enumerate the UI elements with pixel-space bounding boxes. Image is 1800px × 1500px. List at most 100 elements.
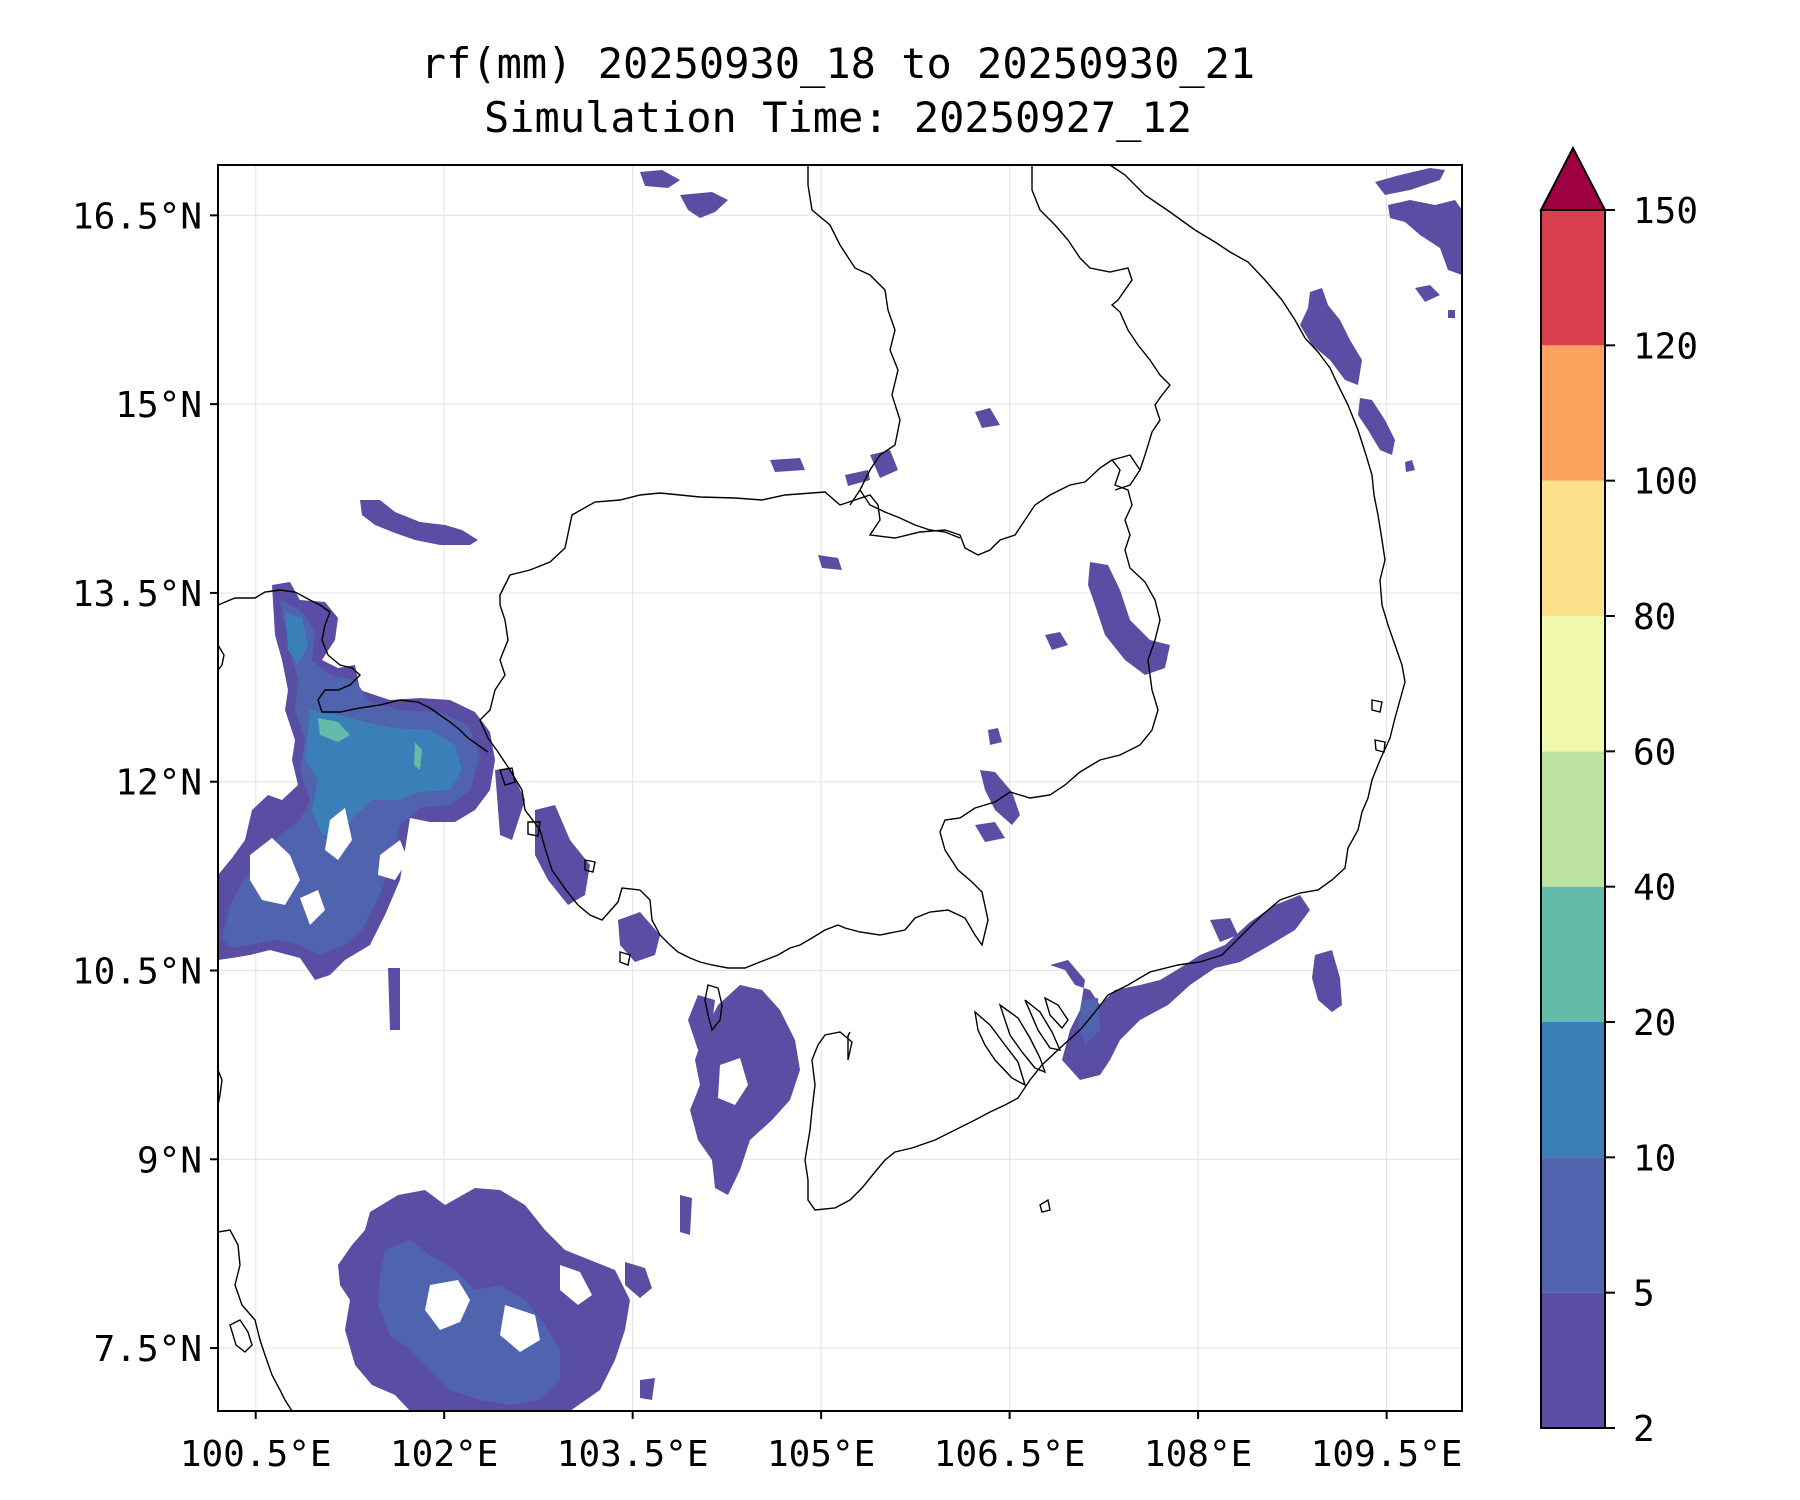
rainfall-area-2-5mm xyxy=(618,912,660,962)
thailand-coastline xyxy=(218,589,489,753)
cambodia-border xyxy=(479,459,1161,969)
coastal-island xyxy=(619,951,631,966)
rainfall-area-2-5mm xyxy=(388,968,400,1030)
colorbar-segment xyxy=(1541,751,1605,887)
rainfall-area-20-40mm xyxy=(414,742,422,770)
map-frame xyxy=(217,164,1463,1412)
colorbar-segment xyxy=(1541,480,1605,616)
lon-tick-label: 109.5°E xyxy=(1311,1434,1463,1475)
vietnam-cambodia-border-north xyxy=(1111,454,1141,471)
longitude-axis: 100.5°E 102°E 103.5°E 105°E 106.5°E 108°E 109.… xyxy=(180,1411,1463,1475)
colorbar-tick-label: 5 xyxy=(1633,1274,1655,1315)
lat-tick-label: 12°N xyxy=(115,763,202,804)
mekong-delta-channel xyxy=(973,1010,1027,1087)
rainfall-area-2-5mm xyxy=(1050,895,1310,1080)
colorbar-segment xyxy=(1541,1022,1605,1158)
rainfall-area-2-5mm xyxy=(625,1262,652,1298)
mekong-delta-channel xyxy=(1043,996,1069,1030)
rainfall-area-2-5mm xyxy=(980,770,1020,825)
rainfall-area-2-5mm xyxy=(1448,310,1455,318)
coastal-island xyxy=(527,821,541,837)
coastal-island xyxy=(1374,739,1386,753)
title-line2: Simulation Time: 20250927_12 xyxy=(484,93,1192,142)
rainfall-area-2-5mm xyxy=(770,458,805,472)
rainfall-area-2-5mm xyxy=(1358,398,1395,455)
colorbar-segment xyxy=(1541,210,1605,346)
laos-border xyxy=(807,165,901,506)
rainfall-area-2-5mm xyxy=(1375,168,1445,195)
colorbar-tick-label: 20 xyxy=(1633,1003,1676,1044)
rainfall-area-2-5mm xyxy=(1088,562,1170,675)
colorbar-segment xyxy=(1541,886,1605,1022)
rainfall-gap xyxy=(250,838,300,905)
colorbar-tick-label: 150 xyxy=(1633,191,1698,232)
rainfall-area-2-5mm xyxy=(1388,200,1462,275)
rainfall-area-2-5mm xyxy=(845,470,870,486)
lat-tick-label: 16.5°N xyxy=(72,196,202,237)
colorbar-tick-label: 60 xyxy=(1633,732,1676,773)
rainfall-area-2-5mm xyxy=(1415,285,1440,302)
lat-tick-label: 15°N xyxy=(115,385,202,426)
rainfall-gap xyxy=(378,840,408,880)
rainfall-area-2-5mm xyxy=(988,728,1002,745)
coastal-island xyxy=(1371,699,1383,713)
latitude-axis: 16.5°N 15°N 13.5°N 12°N 10.5°N 9°N 7.5°N xyxy=(72,196,218,1370)
rainfall-area-2-5mm xyxy=(640,170,680,188)
rainfall-area-2-5mm xyxy=(870,450,898,478)
rainfall-area-10-20mm xyxy=(285,612,308,665)
rainfall-area-5-10mm xyxy=(1078,998,1100,1045)
rainfall-gap xyxy=(718,1058,748,1105)
colorbar-tick-label: 80 xyxy=(1633,597,1676,638)
laos-cambodia-border xyxy=(859,489,961,539)
colorbar-segment xyxy=(1541,616,1605,752)
colorbar-frame xyxy=(1540,209,1606,1429)
coastal-island xyxy=(584,859,596,873)
coastal-island xyxy=(499,767,516,786)
lon-tick-label: 103.5°E xyxy=(557,1434,709,1475)
con-dao-island xyxy=(1039,1198,1051,1213)
lat-tick-label: 13.5°N xyxy=(72,574,202,615)
colorbar-extend-arrow xyxy=(1539,145,1607,211)
lat-tick-label: 9°N xyxy=(137,1140,202,1181)
peninsula-coastline xyxy=(218,644,225,671)
colorbar-tick-label: 2 xyxy=(1633,1409,1655,1450)
rainfall-area-2-5mm xyxy=(1300,288,1362,385)
rainfall-gap xyxy=(500,1305,540,1352)
colorbar-tick-label: 10 xyxy=(1633,1138,1676,1179)
lon-tick-label: 108°E xyxy=(1144,1434,1252,1475)
lat-tick-label: 7.5°N xyxy=(94,1329,202,1370)
rainfall-area-2-5mm xyxy=(640,1378,655,1400)
mekong-delta-channel xyxy=(1024,999,1062,1051)
map-plot[interactable]: 16.5°N 15°N 13.5°N 12°N 10.5°N 9°N 7.5°N 100.5… xyxy=(72,164,1463,1475)
laos-vietnam-border xyxy=(1031,165,1171,491)
gridlines xyxy=(218,165,1462,1411)
vietnam-coastline-detail xyxy=(847,1031,851,1037)
lon-tick-label: 105°E xyxy=(767,1434,875,1475)
rainfall-gap xyxy=(425,1280,470,1330)
colorbar-segment xyxy=(1541,1292,1605,1428)
rainfall-area-2-5mm xyxy=(688,995,715,1050)
title-line1: rf(mm) 20250930_18 to 20250930_21 xyxy=(421,39,1255,88)
lon-tick-label: 106.5°E xyxy=(934,1434,1086,1475)
colorbar-segment xyxy=(1541,1157,1605,1293)
rainfall-area-2-5mm xyxy=(1312,950,1342,1012)
rainfall-area-5-10mm xyxy=(378,1240,560,1405)
rainfall-gap xyxy=(325,808,352,860)
peninsula-coastline xyxy=(218,1229,293,1411)
colorbar-tick-label: 40 xyxy=(1633,868,1676,909)
phu-quoc-island xyxy=(704,984,723,1032)
lat-tick-label: 10.5°N xyxy=(72,951,202,992)
rainfall-area-2-5mm xyxy=(360,500,478,545)
rainfall-area-20-40mm xyxy=(318,718,350,742)
rainfall-area-2-5mm xyxy=(975,822,1005,842)
rainfall-area-2-5mm xyxy=(1045,632,1068,650)
peninsula-coastline xyxy=(229,1319,253,1353)
rainfall-contours xyxy=(218,168,1462,1411)
rainfall-area-2-5mm xyxy=(1405,460,1415,472)
rainfall-area-2-5mm xyxy=(975,408,1000,428)
lon-tick-label: 100.5°E xyxy=(180,1434,332,1475)
rainfall-gap xyxy=(300,890,325,925)
rainfall-area-2-5mm xyxy=(680,192,728,218)
rainfall-area-10-20mm xyxy=(305,710,462,835)
colorbar-tick-label: 100 xyxy=(1633,462,1698,503)
